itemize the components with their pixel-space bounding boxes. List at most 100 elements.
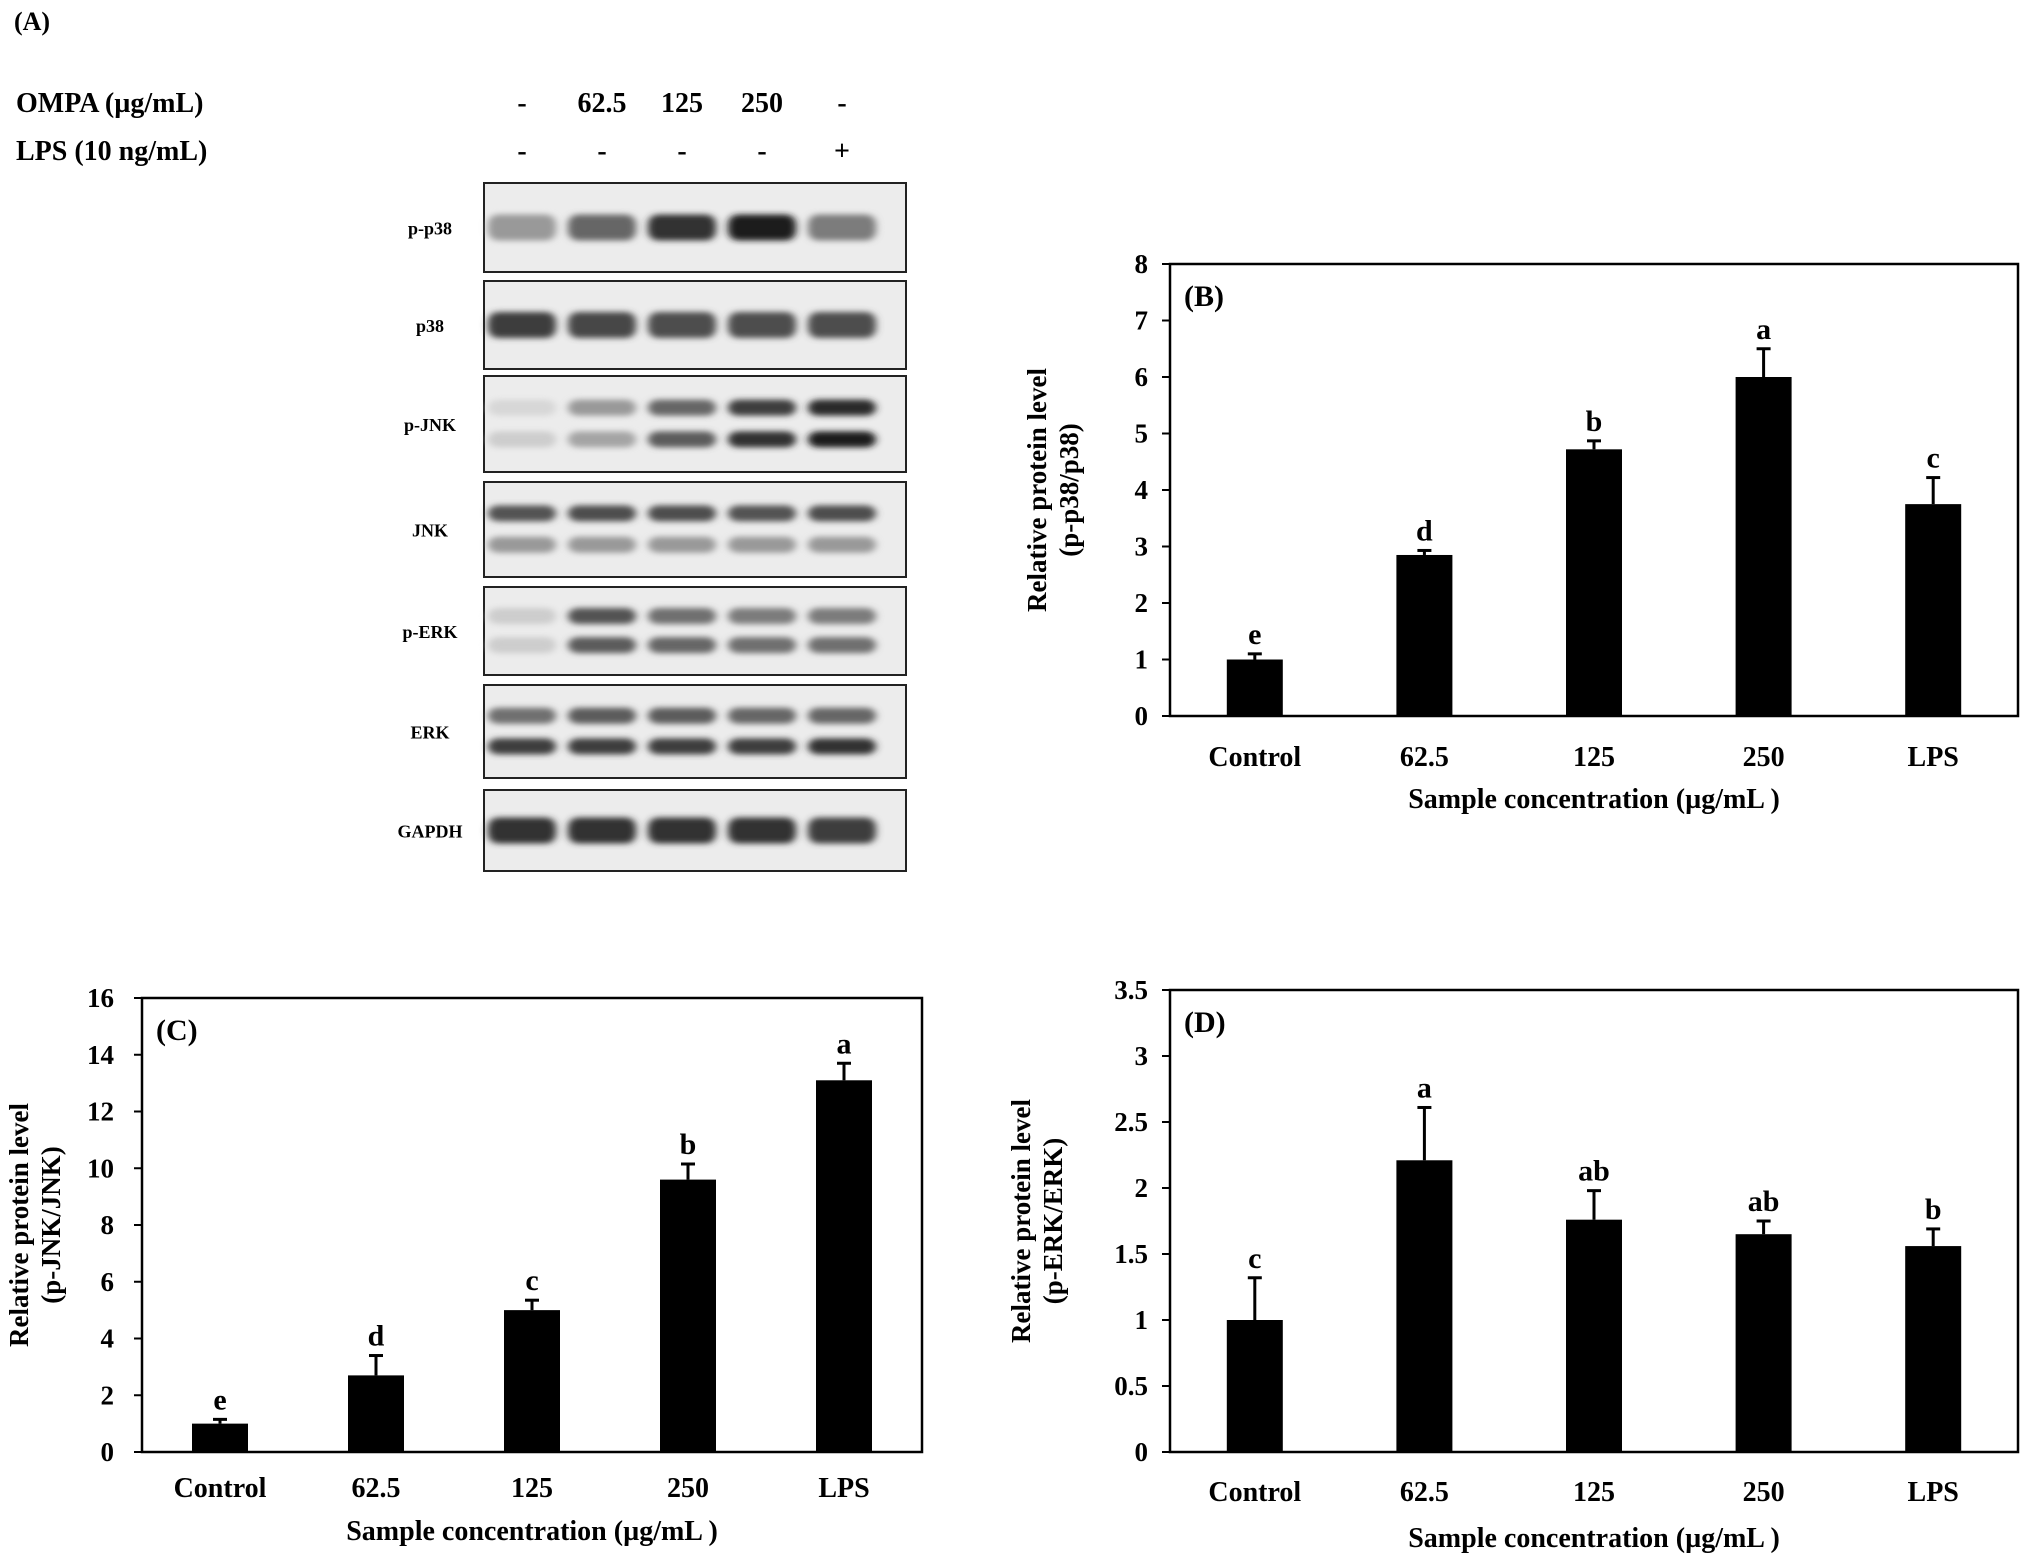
y-axis-title-line: (p-ERK/ERK) — [1038, 1138, 1068, 1305]
blot-band — [568, 312, 636, 338]
bar — [1226, 659, 1283, 716]
panel-label: (D) — [1184, 1006, 1226, 1039]
blot-label: JNK — [412, 521, 448, 541]
lps-row-label: LPS (10 ng/mL) — [16, 136, 207, 167]
y-tick-label: 16 — [87, 983, 114, 1013]
y-tick-label: 3 — [1135, 1041, 1149, 1071]
ompa-value: 250 — [741, 88, 783, 119]
y-tick-label: 6 — [1135, 362, 1149, 392]
blot-label: p-ERK — [402, 622, 457, 642]
blot-band — [648, 637, 716, 654]
blot-band — [488, 707, 556, 724]
bar — [1566, 449, 1622, 716]
bar — [1566, 1219, 1622, 1452]
blot-band — [488, 817, 556, 844]
bar — [1396, 1160, 1453, 1452]
blot-strip-frame — [483, 375, 907, 473]
y-tick-label: 12 — [87, 1097, 114, 1127]
blot-band — [728, 312, 796, 338]
blot-label: p-p38 — [408, 219, 452, 239]
blot-band — [728, 738, 796, 755]
panel-label: (C) — [156, 1014, 198, 1047]
significance-label: b — [680, 1128, 697, 1161]
bar — [816, 1080, 872, 1452]
blot-band — [808, 817, 876, 844]
blot-band — [808, 214, 876, 241]
blot-band — [568, 536, 636, 553]
y-tick-label: 7 — [1135, 306, 1149, 336]
blot-band — [808, 536, 876, 553]
bar — [1905, 504, 1962, 716]
category-label: 62.5 — [1400, 1477, 1449, 1508]
category-label: Control — [1208, 742, 1301, 773]
bar — [348, 1375, 404, 1452]
category-label: 125 — [1573, 1477, 1615, 1508]
y-tick-label: 8 — [101, 1210, 115, 1240]
blot-band — [568, 214, 636, 241]
blot-band — [648, 505, 716, 522]
category-label: 62.5 — [352, 1473, 401, 1504]
bar — [192, 1423, 248, 1452]
blot-band — [488, 738, 556, 755]
ompa-value: 62.5 — [578, 88, 627, 119]
significance-label: e — [213, 1383, 226, 1416]
ompa-row-label: OMPA (µg/mL) — [16, 88, 203, 119]
y-tick-label: 10 — [87, 1153, 114, 1183]
blot-p-erk: p-ERK — [402, 586, 907, 676]
blot-p-jnk: p-JNK — [404, 375, 907, 473]
y-tick-label: 0 — [101, 1437, 115, 1467]
blot-band — [728, 505, 796, 522]
significance-label: a — [837, 1027, 852, 1060]
category-label: 62.5 — [1400, 742, 1449, 773]
blot-band — [728, 707, 796, 724]
y-tick-label: 8 — [1135, 249, 1149, 279]
category-label: 250 — [667, 1473, 709, 1504]
bar — [1735, 1234, 1792, 1452]
ompa-value: - — [837, 88, 846, 119]
blot-band — [648, 608, 716, 625]
blot-band — [808, 505, 876, 522]
y-tick-label: 5 — [1135, 419, 1149, 449]
blot-band — [648, 738, 716, 755]
blot-label: p38 — [416, 316, 444, 336]
category-label: Control — [1208, 1477, 1301, 1508]
blot-band — [568, 399, 636, 416]
blot-band — [808, 608, 876, 625]
lps-value: - — [677, 136, 686, 167]
blot-band — [648, 431, 716, 448]
bar — [1396, 554, 1453, 716]
significance-label: b — [1925, 1193, 1942, 1226]
y-axis-title: Relative protein level(p-p38/p38) — [1022, 368, 1084, 612]
blot-band — [728, 431, 796, 448]
chart-b-p38: 0 1 2 3 4 5 6 7 8 e Control d 62.5 b 125 a 250 c LPS (B) Sam… — [1022, 249, 2020, 815]
blot-band — [648, 214, 716, 241]
y-tick-label: 14 — [87, 1040, 114, 1070]
blot-band — [808, 431, 876, 448]
x-axis-title: Sample concentration (µg/mL ) — [346, 1516, 718, 1547]
category-label: 250 — [1743, 742, 1785, 773]
y-tick-label: 3 — [1135, 532, 1149, 562]
blot-strips: p-p38 p38 p-JNK JNK p-ERK ERK GAPDH — [398, 182, 907, 872]
panel-a-western-blot: (A) OMPA (µg/mL) LPS (10 ng/mL) - 62.5 125… — [14, 7, 907, 872]
blot-p-p38: p-p38 — [408, 182, 907, 273]
lps-value: + — [834, 136, 850, 167]
blot-strip-frame — [483, 586, 907, 676]
y-tick-label: 0.5 — [1114, 1371, 1148, 1401]
category-label: 250 — [1743, 1477, 1785, 1508]
blot-band — [568, 707, 636, 724]
y-tick-label: 4 — [1135, 475, 1149, 505]
blot-band — [568, 505, 636, 522]
y-tick-label: 2 — [1135, 1173, 1149, 1203]
y-tick-label: 1 — [1135, 1305, 1149, 1335]
blot-band — [488, 399, 556, 416]
significance-label: e — [1248, 618, 1261, 651]
y-tick-label: 2.5 — [1114, 1107, 1148, 1137]
blot-label: p-JNK — [404, 415, 456, 435]
blot-label: ERK — [410, 723, 449, 743]
blot-band — [568, 608, 636, 625]
blot-band — [728, 536, 796, 553]
lps-value: - — [517, 136, 526, 167]
y-axis-title-line: Relative protein level — [1022, 368, 1052, 612]
blot-band — [568, 431, 636, 448]
